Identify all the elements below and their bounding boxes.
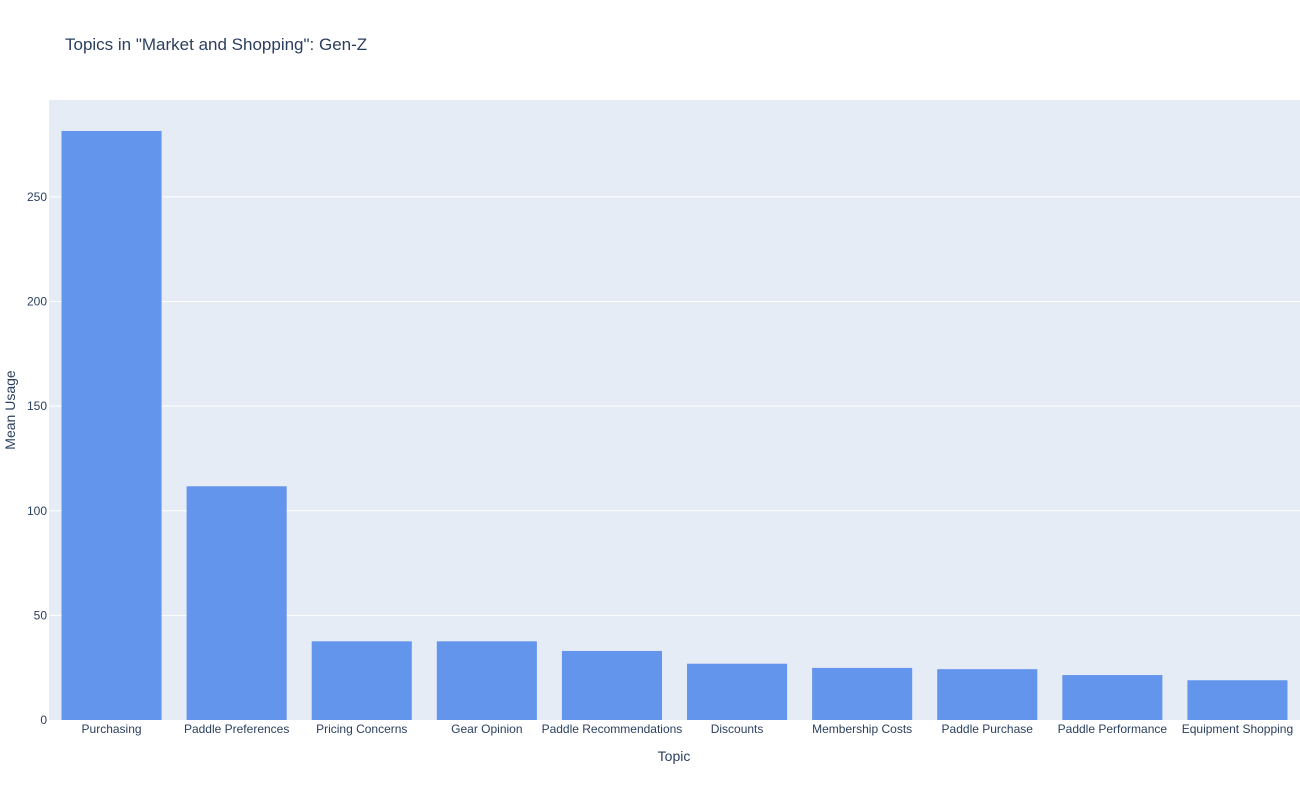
x-axis-ticks: Purchasing Paddle Preferences Pricing Conc…	[82, 722, 1294, 736]
x-tick-label: Paddle Recommendations	[542, 722, 683, 736]
bar[interactable]	[687, 663, 788, 720]
x-tick-label: Equipment Shopping	[1182, 722, 1293, 736]
y-tick-label: 150	[27, 399, 47, 413]
y-tick-label: 50	[34, 608, 48, 622]
x-tick-label: Membership Costs	[812, 722, 912, 736]
x-tick-label: Discounts	[711, 722, 764, 736]
x-tick-label: Paddle Purchase	[942, 722, 1034, 736]
y-tick-label: 0	[40, 713, 47, 727]
y-tick-label: 100	[27, 504, 47, 518]
bar[interactable]	[186, 486, 287, 720]
bar[interactable]	[1187, 680, 1288, 720]
x-tick-label: Paddle Performance	[1058, 722, 1168, 736]
bar[interactable]	[812, 667, 913, 720]
bar[interactable]	[561, 650, 662, 720]
bar[interactable]	[1062, 675, 1163, 720]
y-axis-title: Mean Usage	[2, 370, 18, 450]
x-tick-label: Pricing Concerns	[316, 722, 407, 736]
chart-title: Topics in "Market and Shopping": Gen-Z	[65, 35, 367, 54]
bar[interactable]	[61, 130, 162, 720]
y-tick-label: 200	[27, 295, 47, 309]
x-tick-label: Purchasing	[82, 722, 142, 736]
x-tick-label: Paddle Preferences	[184, 722, 289, 736]
bar[interactable]	[311, 641, 412, 720]
y-tick-label: 250	[27, 190, 47, 204]
bars	[61, 130, 1288, 720]
y-axis-ticks: 0 50 100 150 200 250	[27, 190, 47, 727]
bar[interactable]	[937, 669, 1038, 720]
x-axis-title: Topic	[658, 748, 691, 764]
bar[interactable]	[436, 641, 537, 720]
x-tick-label: Gear Opinion	[451, 722, 522, 736]
